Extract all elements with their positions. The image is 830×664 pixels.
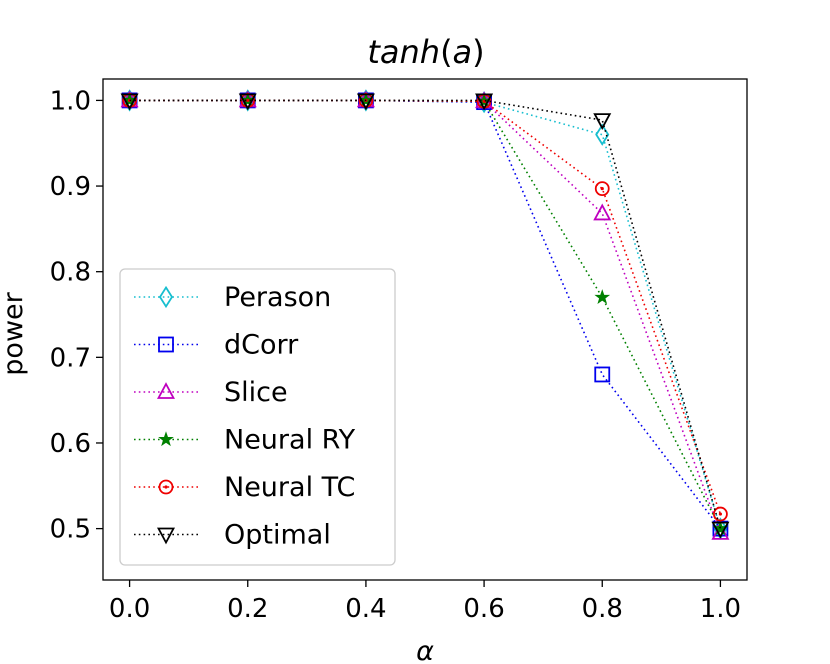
y-tick-label: 1.0 bbox=[50, 86, 91, 116]
x-tick-label: 0.0 bbox=[109, 594, 150, 624]
x-tick-label: 0.8 bbox=[582, 594, 623, 624]
legend-label: dCorr bbox=[224, 330, 299, 361]
data-point-neural-tc-ring bbox=[713, 506, 728, 522]
y-tick-label: 0.8 bbox=[50, 258, 91, 288]
y-tick-label: 0.5 bbox=[50, 515, 91, 545]
data-point-neural-tc-dot bbox=[246, 98, 250, 103]
x-tick-label: 1.0 bbox=[700, 594, 741, 624]
y-axis-label: power bbox=[0, 291, 29, 375]
tick-marks bbox=[96, 99, 722, 587]
data-point-optimal bbox=[120, 93, 139, 111]
legend-label: Neural TC bbox=[224, 472, 355, 503]
legend-item-perason: Perason bbox=[134, 282, 331, 313]
legend-marker-neural-ry bbox=[158, 431, 174, 447]
chart-title: tanh(a) bbox=[367, 33, 484, 71]
data-point-slice bbox=[593, 203, 612, 221]
data-point-neural-tc bbox=[713, 506, 728, 522]
x-axis-label: α bbox=[416, 636, 434, 664]
data-point-neural-tc bbox=[594, 181, 610, 197]
title-function: tanh bbox=[367, 33, 440, 71]
title-argument: a bbox=[453, 33, 473, 71]
data-point-neural-ry bbox=[594, 289, 611, 305]
data-point-optimal bbox=[356, 93, 375, 111]
title-paren-close: ) bbox=[472, 33, 484, 71]
data-point-neural-tc-dot bbox=[600, 187, 604, 191]
legend-label: Optimal bbox=[224, 520, 331, 551]
x-tick-label: 0.2 bbox=[227, 594, 268, 624]
legend-marker-neural-tc-ring bbox=[158, 479, 174, 495]
data-point-optimal bbox=[593, 113, 612, 131]
data-point-optimal bbox=[238, 93, 257, 111]
y-tick-label: 0.7 bbox=[50, 343, 91, 373]
legend-marker-slice bbox=[156, 382, 176, 399]
legend-marker-optimal bbox=[156, 527, 176, 545]
legend-item-dcorr: dCorr bbox=[134, 330, 299, 361]
data-point-neural-tc-dot bbox=[718, 512, 723, 516]
x-tick-label: 0.6 bbox=[463, 594, 504, 624]
data-point-optimal bbox=[711, 521, 730, 539]
legend-item-optimal: Optimal bbox=[134, 520, 331, 551]
legend-marker-neural-tc-dot bbox=[164, 485, 168, 489]
data-point-optimal bbox=[475, 93, 494, 111]
legend-label: Perason bbox=[224, 282, 331, 313]
legend-marker-neural-tc bbox=[158, 479, 174, 495]
legend-item-neural-ry: Neural RY bbox=[134, 425, 356, 456]
x-tick-label: 0.4 bbox=[345, 594, 386, 624]
legend-item-slice: Slice bbox=[134, 377, 288, 408]
series-layer bbox=[120, 89, 730, 540]
legend-label: Neural RY bbox=[224, 425, 356, 456]
tick-labels: 0.0 0.2 0.4 0.6 0.8 1.0 0.5 0.6 0.7 0.8 0.9 1.0 bbox=[50, 86, 741, 624]
legend-marker-dcorr bbox=[158, 336, 174, 353]
legend-box bbox=[119, 268, 396, 566]
data-point-dcorr bbox=[594, 366, 611, 383]
y-tick-label: 0.9 bbox=[50, 172, 91, 202]
title-paren-open: ( bbox=[440, 33, 452, 71]
legend: Perason dCorr Slice Neural RY Neural TC Optim… bbox=[119, 268, 396, 566]
y-tick-label: 0.6 bbox=[50, 429, 91, 459]
series-optimal bbox=[120, 93, 730, 539]
legend-marker-perason bbox=[158, 285, 174, 309]
data-point-neural-tc-ring bbox=[594, 181, 610, 197]
legend-label: Slice bbox=[224, 377, 288, 408]
plot-area-frame bbox=[102, 78, 748, 581]
legend-item-neural-tc: Neural TC bbox=[134, 472, 355, 503]
